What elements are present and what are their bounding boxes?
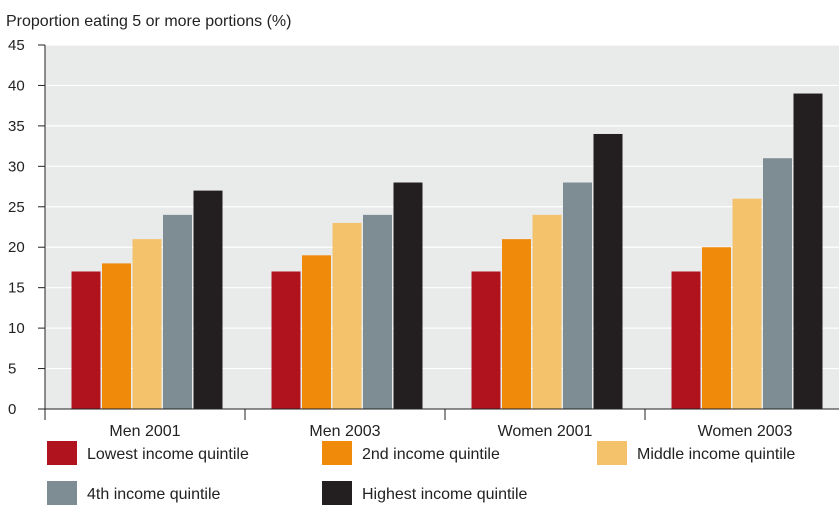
x-axis: Men 2001 Men 2003 Women 2001 Women 2003 xyxy=(38,408,839,440)
bar xyxy=(732,198,762,409)
legend-label: Highest income quintile xyxy=(362,486,528,503)
category-label: Women 2003 xyxy=(698,423,793,440)
y-tick-label: 20 xyxy=(8,239,25,256)
legend-label: Middle income quintile xyxy=(637,446,795,463)
bar xyxy=(132,239,162,409)
y-tick-label: 0 xyxy=(8,401,16,418)
y-tick-label: 30 xyxy=(8,158,25,175)
bar xyxy=(332,222,362,409)
bar xyxy=(793,93,823,410)
legend-swatch xyxy=(47,481,77,505)
bar xyxy=(702,247,731,409)
legend-label: 2nd income quintile xyxy=(362,446,500,463)
bar xyxy=(532,214,562,409)
legend: Lowest income quintile 2nd income quintil… xyxy=(47,441,795,505)
bar xyxy=(163,214,192,409)
bar xyxy=(193,190,223,409)
y-tick-label: 35 xyxy=(8,118,25,135)
legend-swatch xyxy=(597,441,627,465)
bar xyxy=(71,271,101,409)
bar xyxy=(563,182,592,409)
y-tick-label: 5 xyxy=(8,361,16,378)
bar xyxy=(363,214,392,409)
bar xyxy=(671,271,701,409)
legend-swatch xyxy=(322,481,352,505)
y-axis: 0 5 10 15 20 25 30 35 40 45 xyxy=(8,37,46,418)
bar xyxy=(271,271,301,409)
bar xyxy=(502,239,531,409)
y-axis-title: Proportion eating 5 or more portions (%) xyxy=(6,13,291,30)
y-tick-label: 40 xyxy=(8,77,25,94)
bar xyxy=(102,263,131,409)
y-tick-label: 10 xyxy=(8,320,25,337)
legend-label: 4th income quintile xyxy=(87,486,221,503)
bar xyxy=(471,271,501,409)
bars xyxy=(71,93,823,410)
y-tick-label: 25 xyxy=(8,199,25,216)
y-tick-label: 15 xyxy=(8,280,25,297)
category-label: Women 2001 xyxy=(498,423,593,440)
category-label: Men 2001 xyxy=(109,423,180,440)
legend-label: Lowest income quintile xyxy=(87,446,249,463)
bar xyxy=(302,255,331,409)
legend-swatch xyxy=(322,441,352,465)
legend-swatch xyxy=(47,441,77,465)
bar xyxy=(593,133,623,409)
bar xyxy=(763,158,792,409)
category-label: Men 2003 xyxy=(309,423,380,440)
bar xyxy=(393,182,423,409)
y-tick-label: 45 xyxy=(8,37,25,54)
